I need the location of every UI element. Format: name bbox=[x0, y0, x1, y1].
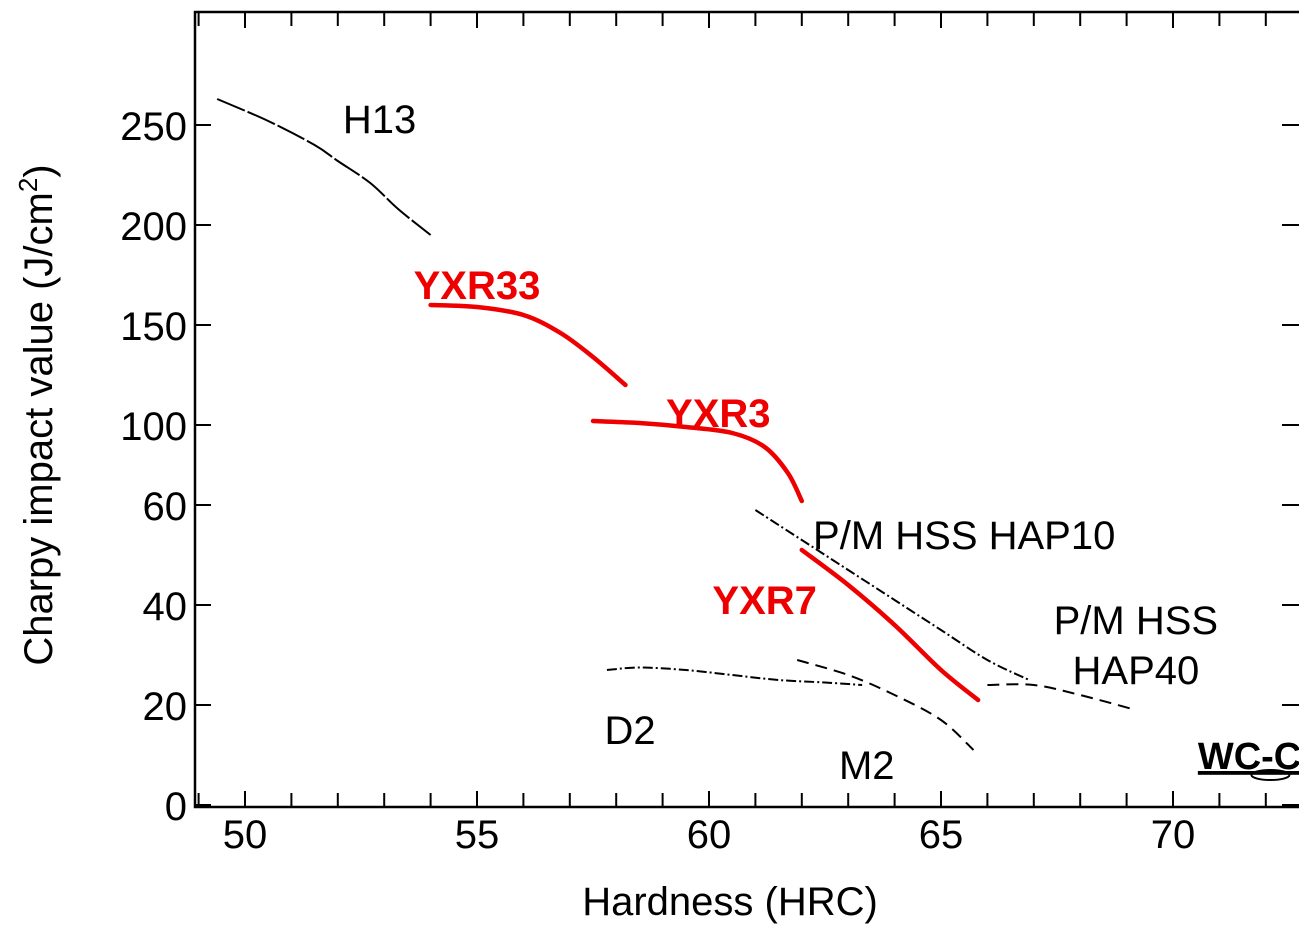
series-lines bbox=[216, 98, 1291, 781]
x-tick-label: 70 bbox=[1151, 813, 1196, 857]
x-axis-title: Hardness (HRC) bbox=[582, 880, 878, 924]
series-label-yxr3: YXR3 bbox=[666, 392, 771, 436]
x-tick-label: 65 bbox=[919, 813, 964, 857]
series-h13 bbox=[216, 98, 432, 236]
series-label-m2: M2 bbox=[839, 744, 895, 788]
series-yxr33 bbox=[428, 302, 628, 388]
series-yxr3 bbox=[590, 418, 805, 504]
y-tick-label: 250 bbox=[120, 105, 187, 149]
y-tick-label: 100 bbox=[120, 405, 187, 449]
x-tick-label: 60 bbox=[687, 813, 732, 857]
axis-ticks bbox=[195, 12, 1299, 807]
y-tick-label: 0 bbox=[165, 785, 187, 829]
y-tick-label: 60 bbox=[143, 485, 188, 529]
series-p-m-hss-hap40 bbox=[987, 683, 1137, 711]
y-tick-label: 40 bbox=[143, 585, 188, 629]
series-label-yxr7: YXR7 bbox=[712, 579, 817, 623]
series-annotations: H13 YXR33 YXR3 P/M HSS HAP10 YXR7 P/M HSS HAP4… bbox=[343, 98, 1299, 788]
x-tick-labels: 50 55 60 65 70 bbox=[223, 813, 1196, 857]
y-tick-label: 200 bbox=[120, 205, 187, 249]
series-label-p-m-hss-hap10: P/M HSS HAP10 bbox=[813, 514, 1115, 558]
y-axis-title: Charpy impact value (J/cm2) bbox=[13, 164, 61, 665]
series-m2 bbox=[796, 659, 975, 751]
y-tick-labels: 0 20 40 60 100 150 200 250 bbox=[120, 105, 187, 829]
series-label-h13: H13 bbox=[343, 98, 416, 142]
series-label-yxr33: YXR33 bbox=[414, 264, 541, 308]
series-label-d2: D2 bbox=[605, 709, 656, 753]
y-tick-label: 150 bbox=[120, 305, 187, 349]
series-p-m-hss-hap10 bbox=[754, 509, 1030, 681]
series-yxr7 bbox=[799, 547, 981, 703]
x-tick-label: 55 bbox=[455, 813, 500, 857]
series-label-hap40: HAP40 bbox=[1073, 649, 1200, 693]
x-tick-label: 50 bbox=[223, 813, 268, 857]
series-label-wc-co: WC-Co bbox=[1198, 736, 1299, 778]
y-tick-label: 20 bbox=[143, 685, 188, 729]
series-d2 bbox=[606, 666, 863, 686]
plot-frame bbox=[193, 10, 1299, 809]
series-wc-co bbox=[1250, 769, 1291, 781]
series-label-p-m-hss: P/M HSS bbox=[1054, 599, 1218, 643]
